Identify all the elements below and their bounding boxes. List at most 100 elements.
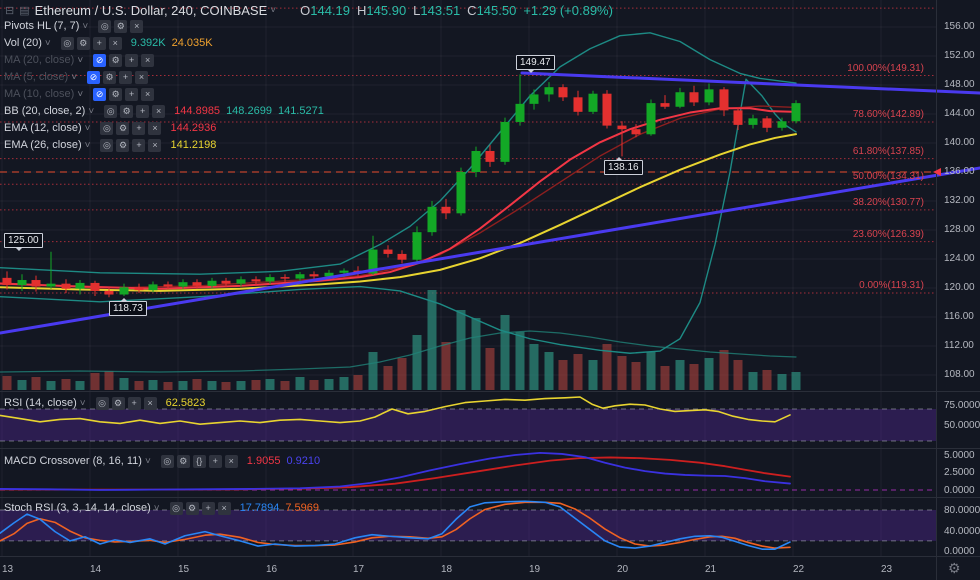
indicator-title[interactable]: EMA (12, close) — [4, 122, 82, 134]
time-tick[interactable]: 14 — [90, 564, 102, 575]
chevron-down-icon[interactable]: ˅ — [270, 4, 277, 16]
candle-body[interactable] — [324, 272, 334, 277]
close-icon[interactable]: × — [148, 121, 162, 135]
close-icon[interactable]: × — [135, 70, 149, 84]
chevron-down-icon[interactable]: ˅ — [77, 88, 84, 100]
candle-body[interactable] — [588, 93, 598, 112]
rsi-line[interactable] — [0, 396, 791, 426]
gear-icon[interactable]: ⚙ — [109, 53, 123, 67]
candle-body[interactable] — [295, 274, 305, 279]
candle-body[interactable] — [2, 277, 12, 286]
volume-bar[interactable] — [207, 381, 217, 390]
price-tick[interactable]: 116.00 — [944, 311, 974, 322]
gear-icon[interactable]: ⚙ — [103, 70, 117, 84]
time-tick[interactable]: 16 — [266, 564, 278, 575]
eye-icon[interactable]: ◎ — [60, 36, 74, 50]
chevron-down-icon[interactable]: ˅ — [84, 122, 91, 134]
volume-bar[interactable] — [236, 381, 246, 390]
volume-bar[interactable] — [104, 371, 114, 390]
volume-bar[interactable] — [485, 348, 495, 390]
price-tick[interactable]: 112.00 — [944, 340, 974, 351]
volume-bar[interactable] — [617, 356, 627, 390]
candle-body[interactable] — [192, 282, 202, 286]
candle-body[interactable] — [163, 284, 173, 287]
indicator-title[interactable]: MA (10, close) — [4, 88, 75, 100]
price-tick[interactable]: 156.00 — [944, 21, 975, 32]
alert-marker[interactable] — [933, 168, 941, 176]
plus-icon[interactable]: + — [125, 87, 139, 101]
candle-body[interactable] — [17, 280, 27, 286]
candle-body[interactable] — [207, 280, 217, 286]
volume-bar[interactable] — [733, 360, 743, 390]
time-tick[interactable]: 13 — [2, 564, 14, 575]
candle-body[interactable] — [777, 121, 787, 128]
chevron-down-icon[interactable]: ˅ — [82, 20, 89, 32]
volume-bar[interactable] — [544, 352, 554, 390]
candle-body[interactable] — [791, 103, 801, 122]
volume-bar[interactable] — [631, 362, 641, 390]
eye-icon[interactable]: ◎ — [169, 501, 183, 515]
indicator-title[interactable]: Stoch RSI (3, 3, 14, 14, close) — [4, 502, 151, 514]
candle-body[interactable] — [134, 287, 144, 291]
volume-bar[interactable] — [309, 380, 319, 390]
indicator-title[interactable]: RSI (14, close) — [4, 397, 77, 409]
close-icon[interactable]: × — [141, 87, 155, 101]
volume-bar[interactable] — [558, 360, 568, 390]
close-icon[interactable]: × — [224, 454, 238, 468]
volume-bar[interactable] — [748, 372, 758, 390]
time-tick[interactable]: 18 — [441, 564, 453, 575]
ema26-line[interactable] — [0, 133, 797, 292]
candle-body[interactable] — [573, 97, 583, 112]
candle-body[interactable] — [309, 274, 319, 277]
indicator-title[interactable]: Pivots HL (7, 7) — [4, 20, 80, 32]
volume-bar[interactable] — [427, 290, 437, 390]
candle-body[interactable] — [456, 172, 466, 214]
indicator-title[interactable]: MACD Crossover (8, 16, 11) — [4, 455, 142, 467]
price-tick[interactable]: 148.00 — [944, 79, 975, 90]
candle-body[interactable] — [675, 92, 685, 107]
macd-line[interactable] — [0, 451, 791, 491]
volume-bar[interactable] — [148, 380, 158, 390]
plus-icon[interactable]: + — [119, 70, 133, 84]
chevron-down-icon[interactable]: ˅ — [77, 54, 84, 66]
volume-bar[interactable] — [762, 370, 772, 390]
plus-icon[interactable]: + — [92, 36, 106, 50]
price-tick[interactable]: 144.00 — [944, 108, 975, 119]
volume-bar[interactable] — [265, 379, 275, 390]
gear-icon[interactable]: ⚙ — [109, 87, 123, 101]
macd-tick[interactable]: 0.0000 — [944, 485, 975, 496]
bb-upper-line[interactable] — [0, 32, 797, 275]
volume-bar[interactable] — [75, 381, 85, 390]
volume-bar[interactable] — [719, 350, 729, 390]
trendline-lower[interactable] — [0, 166, 980, 335]
chevron-down-icon[interactable]: ˅ — [84, 139, 91, 151]
volume-bar[interactable] — [90, 373, 100, 390]
volume-bar[interactable] — [368, 352, 378, 390]
close-icon[interactable]: × — [108, 36, 122, 50]
price-tick[interactable]: 136.00 — [944, 166, 975, 177]
volume-bar[interactable] — [777, 374, 787, 390]
plus-icon[interactable]: + — [208, 454, 222, 468]
eye-icon[interactable]: ◎ — [98, 19, 112, 33]
gear-icon[interactable]: ⚙ — [116, 121, 130, 135]
candle-body[interactable] — [646, 103, 656, 135]
trendline-upper[interactable] — [520, 71, 980, 95]
chevron-down-icon[interactable]: ˅ — [71, 71, 78, 83]
volume-bar[interactable] — [383, 366, 393, 390]
candle-body[interactable] — [178, 282, 188, 287]
eye-icon[interactable]: ◎ — [104, 104, 118, 118]
candle-body[interactable] — [762, 118, 772, 128]
symbol-title[interactable]: Ethereum / U.S. Dollar, 240, COINBASE — [34, 2, 268, 18]
candle-body[interactable] — [427, 206, 437, 233]
candle-body[interactable] — [236, 279, 246, 284]
volume-bar[interactable] — [588, 360, 598, 390]
volume-bar[interactable] — [573, 354, 583, 390]
gear-icon[interactable]: ⚙ — [120, 104, 134, 118]
price-tick[interactable]: 152.00 — [944, 50, 975, 61]
eye-off-icon[interactable]: ⊘ — [93, 53, 107, 67]
chevron-down-icon[interactable]: ˅ — [44, 37, 51, 49]
volume-bar[interactable] — [251, 380, 261, 390]
volume-bar[interactable] — [119, 378, 129, 390]
candle-body[interactable] — [529, 94, 539, 104]
